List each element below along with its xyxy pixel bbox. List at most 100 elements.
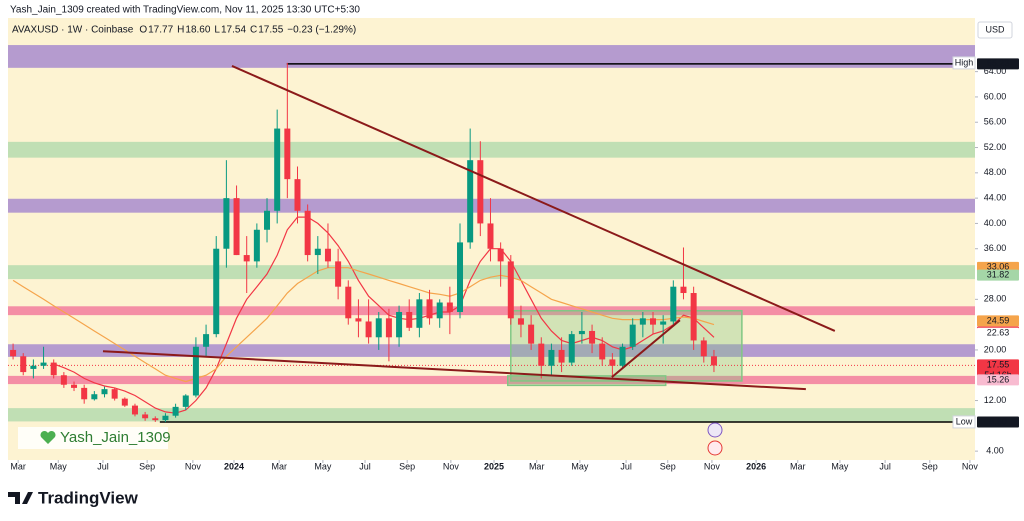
candle-body bbox=[609, 359, 616, 366]
candle-body bbox=[558, 349, 565, 363]
candle-body bbox=[111, 389, 118, 399]
candle-body bbox=[477, 160, 484, 224]
ohlc-key: O bbox=[139, 25, 147, 36]
candle-body bbox=[568, 334, 575, 363]
zone bbox=[8, 198, 975, 213]
price-label: 31.82 bbox=[987, 270, 1010, 280]
candle-body bbox=[101, 389, 108, 395]
x-tick-label: Jul bbox=[97, 461, 109, 471]
candle-body bbox=[497, 248, 504, 262]
price-label: 22.63 bbox=[987, 328, 1010, 338]
candle-body bbox=[71, 384, 78, 388]
candle-body bbox=[40, 362, 47, 366]
candle-body bbox=[446, 302, 453, 312]
candle-body bbox=[538, 343, 545, 366]
candle-body bbox=[365, 321, 372, 338]
candle-body bbox=[700, 340, 707, 357]
price-tag: Low bbox=[956, 416, 973, 426]
candle-body bbox=[375, 318, 382, 338]
ohlc-value: 18.60 bbox=[185, 25, 210, 36]
candle-body bbox=[20, 356, 27, 373]
price-label: 33.06 bbox=[987, 262, 1010, 272]
candle-body bbox=[416, 299, 423, 328]
candle-body bbox=[396, 311, 403, 338]
zone bbox=[8, 265, 975, 280]
zone bbox=[8, 344, 975, 357]
x-tick-label: 2025 bbox=[484, 461, 504, 471]
candle-body bbox=[314, 248, 321, 256]
price-label-box bbox=[977, 269, 1019, 281]
watermark-text: Yash_Jain_1309 bbox=[60, 429, 171, 446]
candle-body bbox=[599, 343, 606, 360]
trendline bbox=[611, 319, 681, 378]
candle-body bbox=[639, 318, 646, 325]
candle-body bbox=[10, 349, 17, 357]
x-tick-label: Jul bbox=[879, 461, 891, 471]
ohlc-key: L bbox=[214, 25, 220, 36]
x-tick-label: Nov bbox=[704, 461, 721, 471]
x-tick-label: Nov bbox=[185, 461, 202, 471]
ohlc-value: 17.55 bbox=[258, 25, 283, 36]
candle-body bbox=[121, 398, 128, 406]
candle-body bbox=[284, 128, 291, 180]
x-tick-label: 2026 bbox=[746, 461, 766, 471]
range-box bbox=[510, 309, 743, 382]
ohlc-key: H bbox=[177, 25, 184, 36]
zone bbox=[8, 45, 975, 68]
candle-body bbox=[60, 375, 67, 385]
candle-body bbox=[335, 261, 342, 287]
ohlc-value: 17.77 bbox=[148, 25, 173, 36]
candle-body bbox=[294, 179, 301, 211]
brand: TradingView bbox=[38, 488, 139, 507]
candle-body bbox=[436, 302, 443, 319]
x-tick-label: Mar bbox=[529, 461, 545, 471]
y-tick-label: 64.00 bbox=[984, 66, 1007, 76]
candle-body bbox=[203, 334, 210, 347]
x-tick-label: May bbox=[50, 461, 68, 471]
candle-body bbox=[264, 210, 271, 230]
x-tick-label: May bbox=[571, 461, 589, 471]
candle-body bbox=[385, 318, 392, 338]
price-label: 15.26 bbox=[987, 374, 1010, 384]
price-label: 17.55 bbox=[987, 359, 1010, 369]
price-label-box bbox=[977, 58, 1019, 70]
trendline bbox=[231, 65, 836, 332]
candle-body bbox=[192, 346, 199, 396]
price-label: 24.59 bbox=[987, 315, 1010, 325]
candle-body bbox=[650, 318, 657, 325]
candle-body bbox=[710, 356, 717, 366]
price-label: 8.60 bbox=[989, 416, 1007, 426]
candle-body bbox=[690, 293, 697, 341]
zone bbox=[8, 141, 975, 158]
zone bbox=[8, 306, 975, 316]
price-label-box bbox=[977, 327, 1019, 339]
candle-body bbox=[182, 395, 189, 407]
y-tick-label: 20.00 bbox=[984, 344, 1007, 354]
y-tick-label: 4.00 bbox=[986, 446, 1004, 456]
x-tick-label: Sep bbox=[922, 461, 938, 471]
moving-average bbox=[53, 216, 715, 414]
x-tick-label: Jul bbox=[359, 461, 371, 471]
candle-body bbox=[670, 286, 677, 322]
candle-body bbox=[660, 321, 667, 325]
y-tick-label: 40.00 bbox=[984, 218, 1007, 228]
y-tick-label: 44.00 bbox=[984, 193, 1007, 203]
price-label-box bbox=[977, 374, 1019, 386]
candle-body bbox=[213, 248, 220, 335]
candle-body bbox=[619, 346, 626, 366]
candle-body bbox=[30, 365, 37, 369]
heart-icon bbox=[40, 430, 56, 444]
y-tick-label: 36.00 bbox=[984, 243, 1007, 253]
candle-body bbox=[548, 349, 555, 366]
candle-body bbox=[680, 286, 687, 294]
x-tick-label: Sep bbox=[139, 461, 155, 471]
candle-body bbox=[467, 160, 474, 243]
zone bbox=[8, 408, 975, 422]
x-tick-label: Sep bbox=[399, 461, 415, 471]
x-tick-label: Mar bbox=[10, 461, 26, 471]
ohlc-value: 17.54 bbox=[221, 25, 246, 36]
x-tick-label: Mar bbox=[790, 461, 806, 471]
y-tick-label: 12.00 bbox=[984, 395, 1007, 405]
price-tag-box bbox=[952, 56, 976, 70]
